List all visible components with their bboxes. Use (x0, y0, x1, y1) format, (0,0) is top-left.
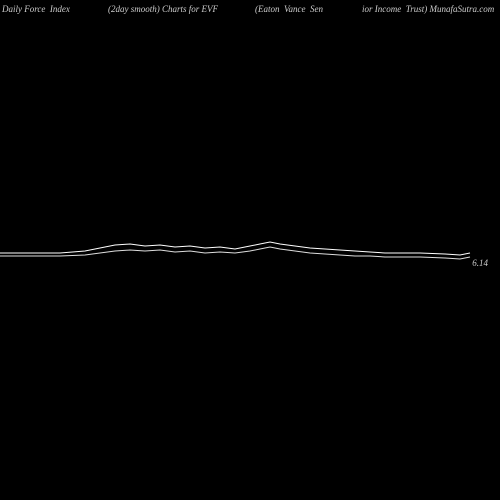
force-index-chart (0, 0, 500, 500)
chart-lines (0, 242, 470, 259)
current-value-label: 6.14 (472, 258, 488, 268)
